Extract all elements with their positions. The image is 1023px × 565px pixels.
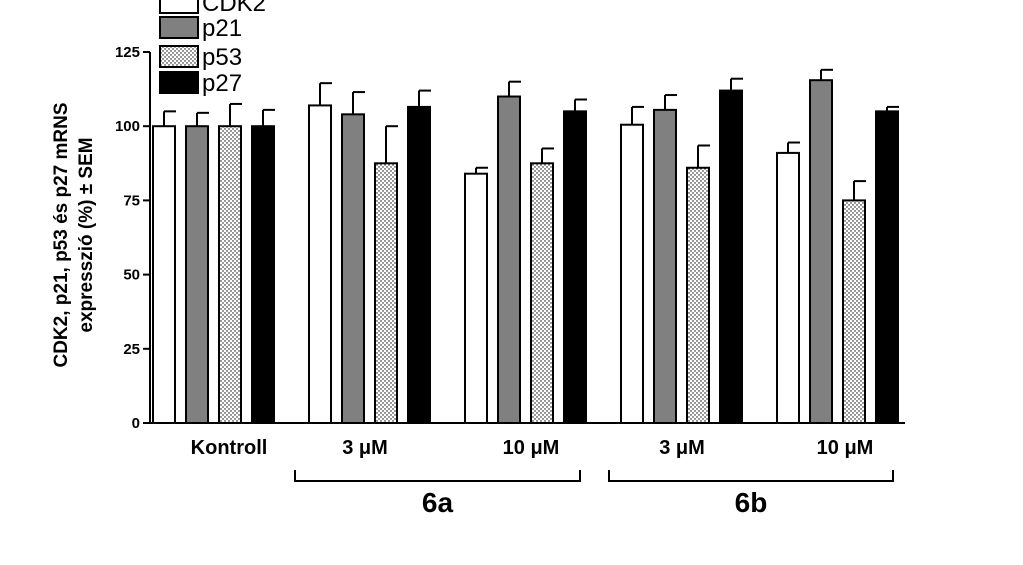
bar-p27 bbox=[563, 110, 587, 425]
bar-cdk2 bbox=[464, 172, 488, 424]
category-label: 3 μM bbox=[342, 437, 388, 459]
legend-swatch-p53 bbox=[159, 45, 199, 68]
labels: CDK2, p21, p53 és p27 mRNS expresszió (%)… bbox=[51, 0, 894, 518]
bar-p21 bbox=[653, 108, 677, 424]
legend-swatch-p21 bbox=[159, 16, 199, 39]
bar-p53 bbox=[842, 199, 866, 424]
category-label: Kontroll bbox=[191, 437, 268, 459]
bar-cdk2 bbox=[308, 104, 332, 424]
bar-p27 bbox=[407, 105, 431, 425]
category-label: 10 μM bbox=[817, 437, 874, 459]
y-tick-label: 25 bbox=[123, 341, 140, 358]
bar-p21 bbox=[185, 125, 209, 424]
bar-p21 bbox=[809, 79, 833, 424]
top-cut-label: 6b bbox=[744, 0, 777, 4]
legend-swatch-cdk2 bbox=[159, 0, 199, 14]
bar-p27 bbox=[251, 125, 275, 424]
bar-p27 bbox=[719, 89, 743, 424]
bar-p53 bbox=[374, 162, 398, 425]
legend-label-cdk2: CDK2 bbox=[202, 0, 266, 17]
y-tick-label: 50 bbox=[123, 267, 140, 284]
y-axis-label-line-2: expresszió (%) ± SEM bbox=[76, 137, 97, 332]
bar-cdk2 bbox=[620, 123, 644, 424]
y-tick-label: 125 bbox=[115, 44, 140, 61]
bar-p21 bbox=[341, 113, 365, 424]
y-tick-label: 0 bbox=[132, 415, 140, 432]
legend-label-p53: p53 bbox=[202, 44, 242, 71]
y-tick-label: 75 bbox=[123, 192, 140, 209]
bar-cdk2 bbox=[152, 125, 176, 424]
legend-label-p21: p21 bbox=[202, 15, 242, 42]
category-label: 10 μM bbox=[503, 437, 560, 459]
legend-label-p27: p27 bbox=[202, 70, 242, 97]
y-tick-label: 100 bbox=[115, 118, 140, 135]
group-label: 6b bbox=[735, 487, 768, 518]
group-bracket bbox=[294, 470, 581, 482]
bar-cdk2 bbox=[776, 151, 800, 425]
legend-swatch-p27 bbox=[159, 71, 199, 94]
bar-p53 bbox=[530, 162, 554, 425]
bars bbox=[152, 68, 899, 425]
bar-p21 bbox=[497, 95, 521, 425]
axes: 0 25 50 75 100 125 bbox=[115, 44, 905, 432]
bar-p53 bbox=[218, 125, 242, 424]
group-label: 6a bbox=[422, 487, 454, 518]
bar-p27 bbox=[875, 110, 899, 425]
bar-p53 bbox=[686, 166, 710, 424]
y-axis-label-line-1: CDK2, p21, p53 és p27 mRNS bbox=[51, 102, 72, 367]
group-bracket bbox=[608, 470, 894, 482]
category-label: 3 μM bbox=[659, 437, 705, 459]
